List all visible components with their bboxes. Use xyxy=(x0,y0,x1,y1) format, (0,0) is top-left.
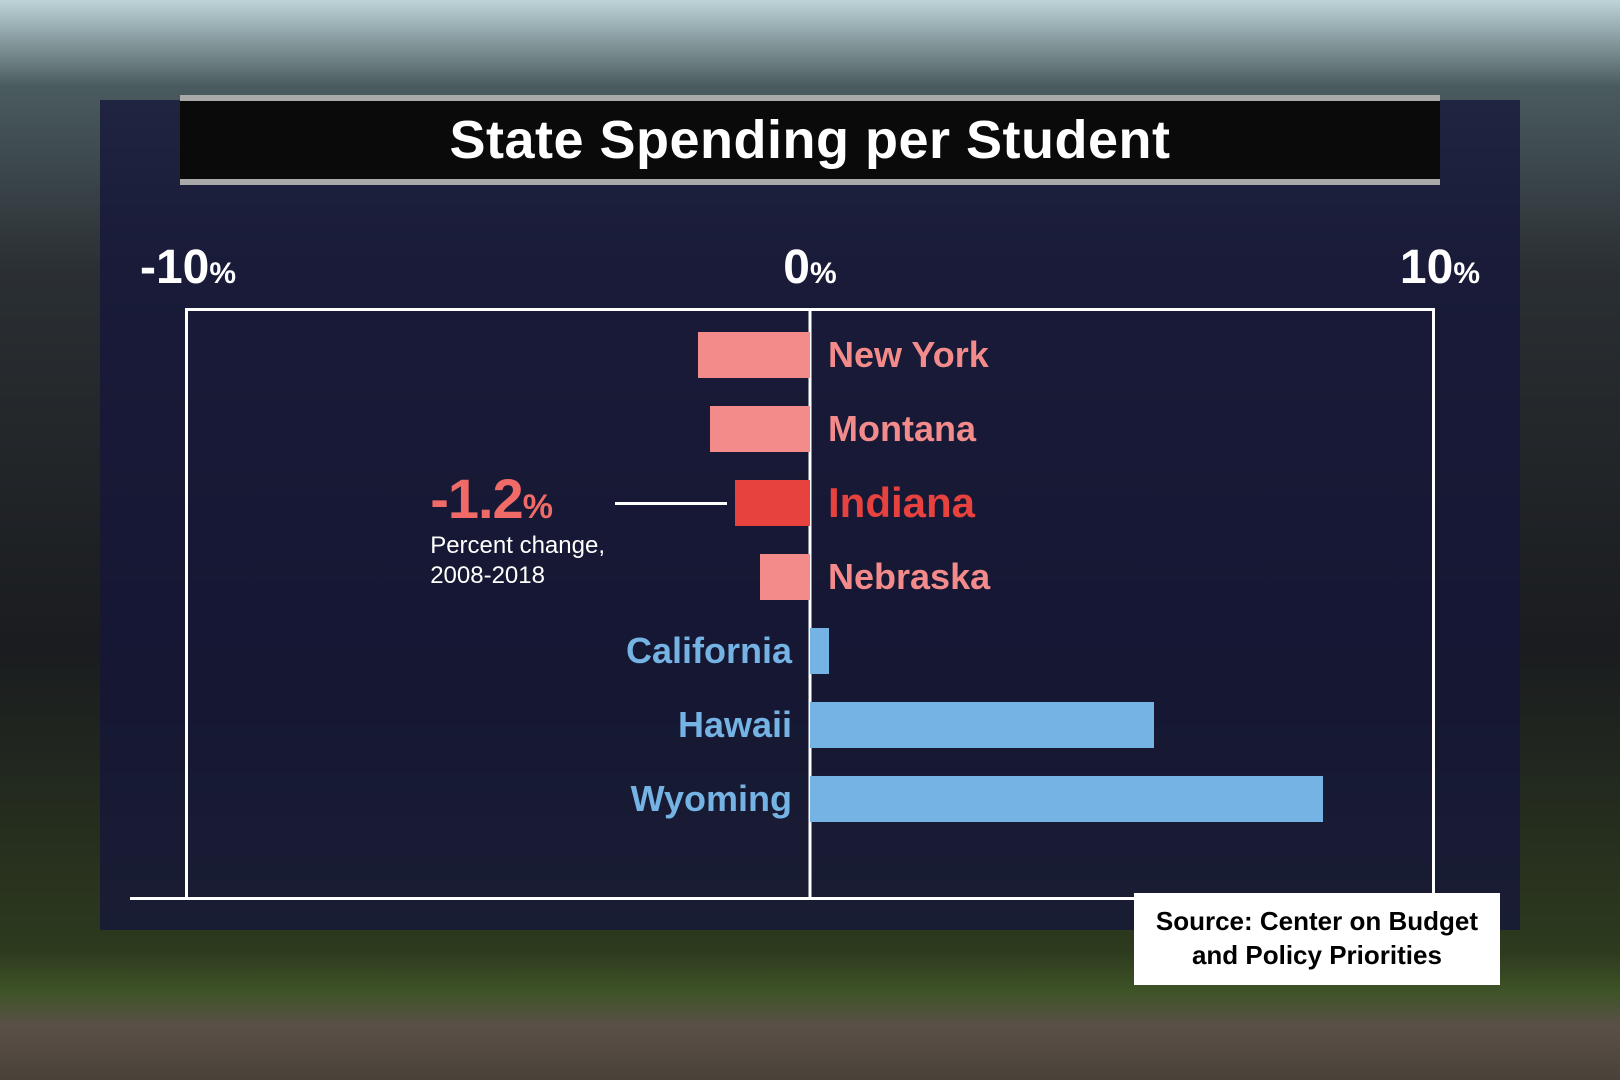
chart: -10% 0% 10% New York Montana Indiana Nebras… xyxy=(130,240,1490,900)
state-label: Hawaii xyxy=(678,704,792,746)
bar-row: Hawaii xyxy=(185,702,1435,748)
title-bar: State Spending per Student xyxy=(180,95,1440,185)
callout-leader-line xyxy=(615,502,727,505)
bar-row: Nebraska xyxy=(185,554,1435,600)
callout: -1.2%Percent change,2008-2018 xyxy=(430,471,605,591)
x-axis-labels: -10% 0% 10% xyxy=(130,240,1490,300)
bars-container: New York Montana Indiana Nebraska California… xyxy=(185,308,1435,900)
bar xyxy=(760,554,810,600)
bar xyxy=(810,628,829,674)
bar-row: New York xyxy=(185,332,1435,378)
bar xyxy=(735,480,810,526)
bar xyxy=(810,702,1154,748)
bar xyxy=(710,406,810,452)
x-axis-label-right: 10% xyxy=(1400,240,1480,295)
bar xyxy=(810,776,1323,822)
bar xyxy=(698,332,811,378)
state-label: California xyxy=(626,630,792,672)
bar-row: Indiana xyxy=(185,480,1435,526)
callout-subtext: Percent change,2008-2018 xyxy=(430,531,605,591)
x-axis-label-left: -10% xyxy=(140,240,236,295)
state-label: Indiana xyxy=(828,479,975,527)
chart-title: State Spending per Student xyxy=(449,109,1170,171)
state-label: Montana xyxy=(828,408,976,450)
plot-area: New York Montana Indiana Nebraska California… xyxy=(185,308,1435,900)
state-label: Nebraska xyxy=(828,556,990,598)
bar-row: Wyoming xyxy=(185,776,1435,822)
state-label: New York xyxy=(828,334,989,376)
x-axis-label-mid: 0% xyxy=(783,240,836,295)
bar-row: California xyxy=(185,628,1435,674)
bar-row: Montana xyxy=(185,406,1435,452)
source-citation: Source: Center on Budgetand Policy Prior… xyxy=(1134,893,1500,985)
callout-value: -1.2% xyxy=(430,471,605,527)
state-label: Wyoming xyxy=(631,778,792,820)
